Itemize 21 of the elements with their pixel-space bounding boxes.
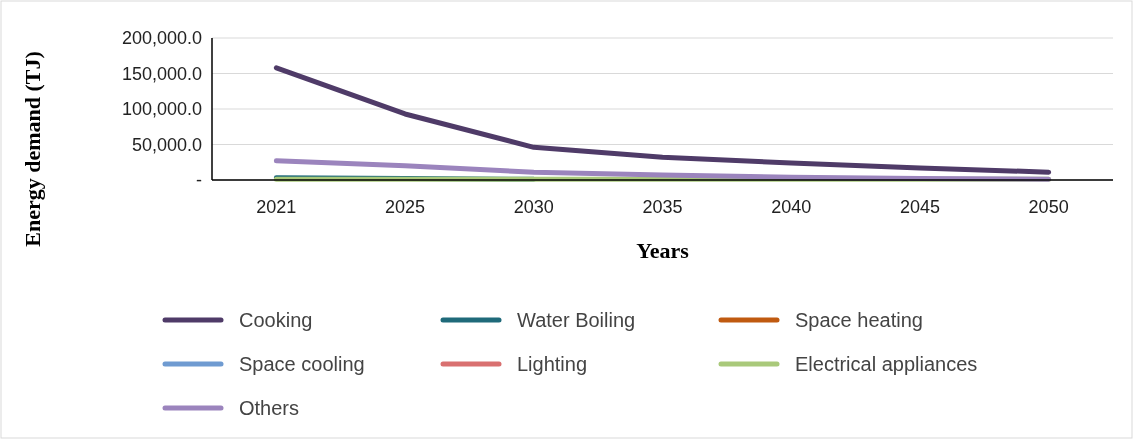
legend-label: Lighting [517,353,588,375]
x-tick-label: 2035 [642,197,683,217]
legend-label: Electrical appliances [795,353,978,375]
y-tick-label: 200,000.0 [121,28,202,49]
x-tick-label: 2021 [256,197,297,217]
legend-label: Space heating [795,309,923,331]
y-tick-label: 50,000.0 [131,134,202,155]
x-tick-label: 2025 [385,197,426,217]
y-tick-label: - [196,170,202,191]
x-tick-label: 2045 [899,197,940,217]
legend-label: Cooking [239,309,313,331]
y-tick-label: 100,000.0 [121,99,202,120]
x-axis-title: Years [636,238,690,263]
legend-label: Water Boiling [517,309,636,331]
x-tick-label: 2030 [513,197,554,217]
y-tick-label: 150,000.0 [121,63,202,84]
x-tick-label: 2040 [771,197,812,217]
x-tick-label: 2050 [1028,197,1069,217]
y-axis-title: Energy demand (TJ) [20,51,45,247]
legend-label: Others [239,397,300,419]
legend-label: Space cooling [239,353,365,375]
